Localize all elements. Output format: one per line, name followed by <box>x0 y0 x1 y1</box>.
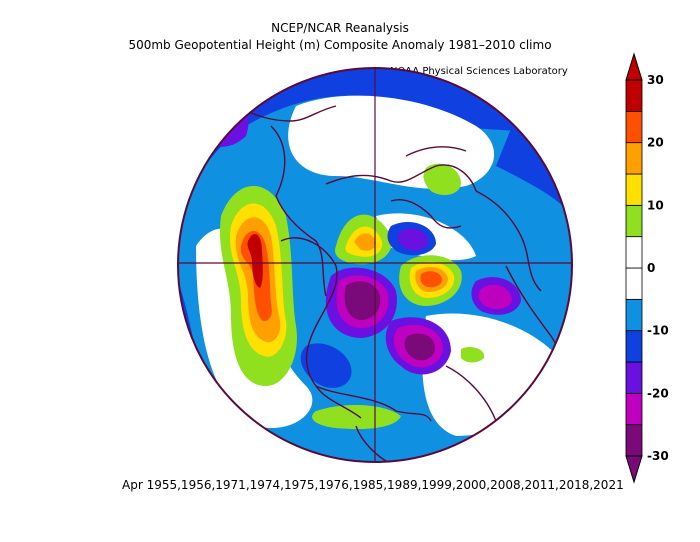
anomaly-plus25-east <box>420 271 442 288</box>
colorbar-segment <box>625 110 643 144</box>
composite-years: Apr 1955,1956,1971,1974,1975,1976,1985,1… <box>122 478 624 492</box>
colorbar-tick-label: 20 <box>647 136 664 150</box>
colorbar-segment <box>625 330 643 363</box>
colorbar-segment <box>625 298 643 332</box>
colorbar-segment <box>625 204 643 238</box>
anomaly-plus30-ridge <box>247 233 263 288</box>
polar-map <box>177 67 573 463</box>
anomaly-plus20-pole <box>354 233 376 251</box>
anomaly-minus30-south <box>404 333 436 361</box>
colorbar-tick-label: -20 <box>647 386 669 400</box>
anomaly-band-minus15-north <box>178 68 572 206</box>
anomaly-minus15-southwest <box>300 343 352 388</box>
colorbar-tick-label: -10 <box>647 324 669 338</box>
chart-title: NCEP/NCAR Reanalysis <box>271 21 409 35</box>
colorbar-segment <box>625 236 643 269</box>
colorbar-segment <box>625 79 643 112</box>
colorbar-tick-label: -30 <box>647 449 669 463</box>
colorbar-segment <box>625 267 643 300</box>
chart-subtitle: 500mb Geopotential Height (m) Composite … <box>128 38 552 52</box>
colorbar-max-arrow <box>625 52 643 81</box>
colorbar-segments <box>625 52 643 484</box>
colorbar: 30 20 10 0 -10 -20 -30 <box>625 52 669 484</box>
colorbar-tick-label: 30 <box>647 73 664 87</box>
colorbar-segment <box>625 424 643 457</box>
colorbar-segment <box>625 142 643 175</box>
colorbar-min-arrow <box>625 455 643 484</box>
colorbar-segment <box>625 392 643 426</box>
anomaly-minus25-east <box>478 284 512 309</box>
anomaly-plus10-southeast <box>461 347 485 363</box>
map-boundary <box>177 67 573 463</box>
colorbar-tick-label: 10 <box>647 198 664 212</box>
colorbar-tick-label: 0 <box>647 261 655 275</box>
anomaly-minus20-arctic <box>398 228 428 251</box>
colorbar-ticks: 30 20 10 0 -10 -20 -30 <box>647 73 669 463</box>
anomaly-plus10-south <box>312 404 401 430</box>
colorbar-segment <box>625 173 643 206</box>
colorbar-segment <box>625 361 643 394</box>
anomaly-minus30-center <box>344 281 381 320</box>
anomaly-plus10-arctic <box>423 163 461 196</box>
anomaly-band-minus20-nw <box>191 84 249 147</box>
